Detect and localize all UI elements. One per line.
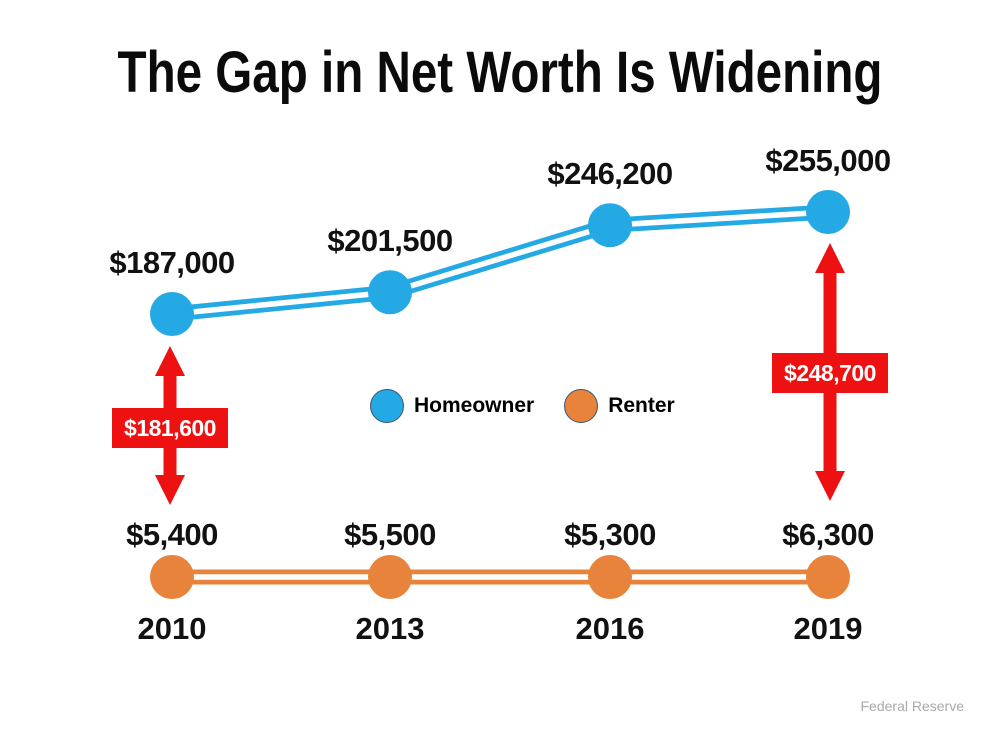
renter-point-2013 xyxy=(368,555,412,599)
gap-arrow-2019 xyxy=(815,243,845,501)
renter-point-2010 xyxy=(150,555,194,599)
gap-arrow-2010 xyxy=(155,346,185,505)
source-attribution: Federal Reserve xyxy=(860,698,965,714)
homeowner-marker-icon xyxy=(370,389,404,423)
legend-item-homeowner: Homeowner xyxy=(370,389,534,423)
homeowner-point-2016 xyxy=(588,203,632,248)
renter-point-2016 xyxy=(588,555,632,599)
homeowner-line xyxy=(171,204,829,322)
homeowner-point-2010 xyxy=(150,292,194,336)
chart-title: The Gap in Net Worth Is Widening xyxy=(117,40,883,105)
chart-legend: Homeowner Renter xyxy=(370,388,675,424)
homeowner-point-2013 xyxy=(368,270,412,315)
renter-marker-icon xyxy=(564,389,599,423)
legend-label-renter: Renter xyxy=(608,394,675,417)
renter-point-2019 xyxy=(806,555,850,599)
homeowner-point-2019 xyxy=(806,190,850,234)
legend-label-homeowner: Homeowner xyxy=(414,394,535,417)
homeowner-line-core xyxy=(171,209,829,317)
legend-item-renter: Renter xyxy=(564,389,675,423)
